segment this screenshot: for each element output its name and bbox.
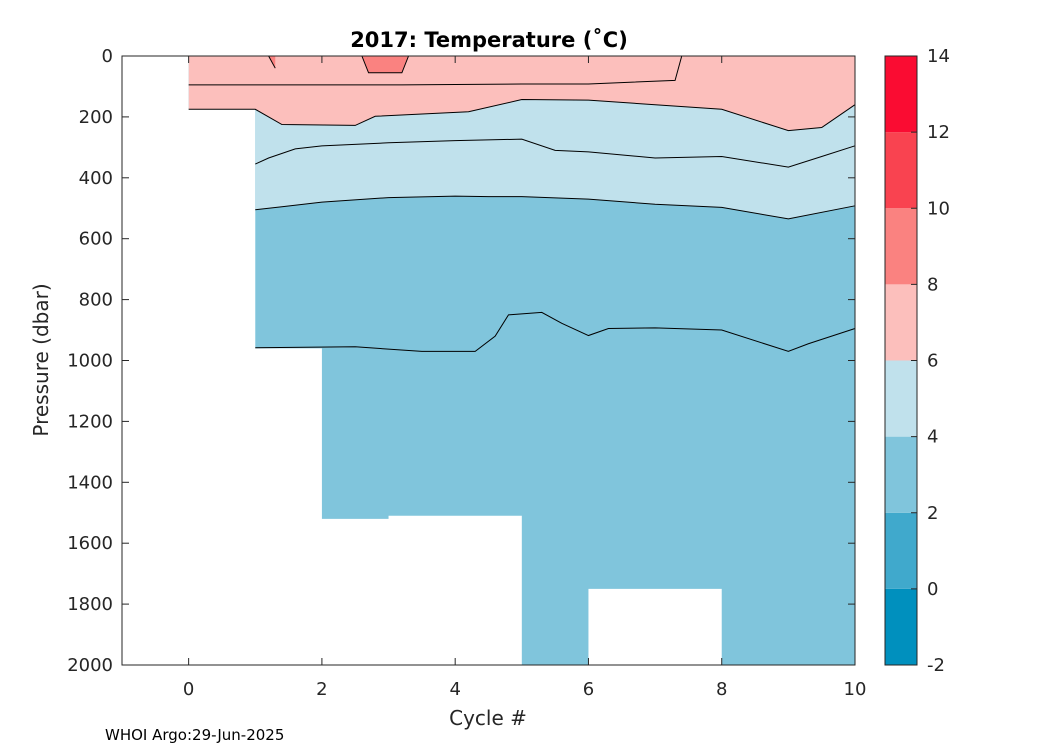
colorbar-tick-label-2: 2 [927,503,938,524]
colorbar: -2 0 2 4 6 8 10 12 14 [884,46,950,676]
y-tick-label-2000: 2000 [67,655,113,676]
colorbar-segment-0 [885,588,917,665]
y-tick-label-0: 0 [102,46,113,67]
colorbar-tick-label-1: 0 [927,579,938,600]
y-tick-label-400: 400 [79,168,113,189]
y-tick-label-800: 800 [79,290,113,311]
y-tick-label-1000: 1000 [67,351,113,372]
isotherm-2-line-5 [255,195,856,220]
isotherm-6-line-2 [188,55,683,86]
colorbar-segment-4 [885,284,917,361]
chart-title: 2017: Temperature (˚C) [350,28,628,52]
x-tick-label-8: 8 [716,679,727,700]
colorbar-tick-label-7: 12 [927,122,950,143]
colorbar-segment-7 [885,56,917,133]
y-tick-label-1800: 1800 [67,594,113,615]
colorbar-tick-label-6: 10 [927,198,950,219]
y-axis-label: Pressure (dbar) [29,283,53,436]
x-axis-label: Cycle # [449,706,527,730]
colorbar-tick-label-8: 14 [927,46,950,67]
y-tick-label-600: 600 [79,229,113,250]
isotherm-6-line-3 [188,99,856,132]
x-axis-ticks: 0 2 4 6 8 10 [183,56,867,700]
colorbar-segment-1 [885,512,917,589]
colorbar-tick-label-4: 6 [927,351,938,372]
colorbar-tick-label-0: -2 [927,655,945,676]
colorbar-tick-label-3: 4 [927,427,938,448]
colorbar-segment-5 [885,208,917,285]
y-tick-label-200: 200 [79,107,113,128]
colorbar-segment-3 [885,360,917,437]
x-tick-label-4: 4 [449,679,460,700]
band-8-to-10-patch-1 [361,56,409,73]
isotherm-4-line-4 [255,138,856,168]
x-tick-label-6: 6 [583,679,594,700]
x-tick-label-0: 0 [183,679,194,700]
y-axis-ticks: 0 200 400 600 800 1000 1200 1400 1600 1800 2000 [67,46,855,676]
plot-area [121,55,856,666]
band-6-to-8 [188,56,856,131]
x-tick-label-2: 2 [316,679,327,700]
isotherm-8-line-1 [361,55,410,74]
isotherm-2-line-6 [255,311,856,352]
footer-credit: WHOI Argo:29-Jun-2025 [105,726,284,744]
x-tick-label-10: 10 [844,679,867,700]
y-tick-label-1200: 1200 [67,411,113,432]
y-tick-label-1400: 1400 [67,472,113,493]
colorbar-segment-6 [885,132,917,209]
colorbar-segment-2 [885,436,917,513]
colorbar-tick-label-5: 8 [927,274,938,295]
y-tick-label-1600: 1600 [67,533,113,554]
